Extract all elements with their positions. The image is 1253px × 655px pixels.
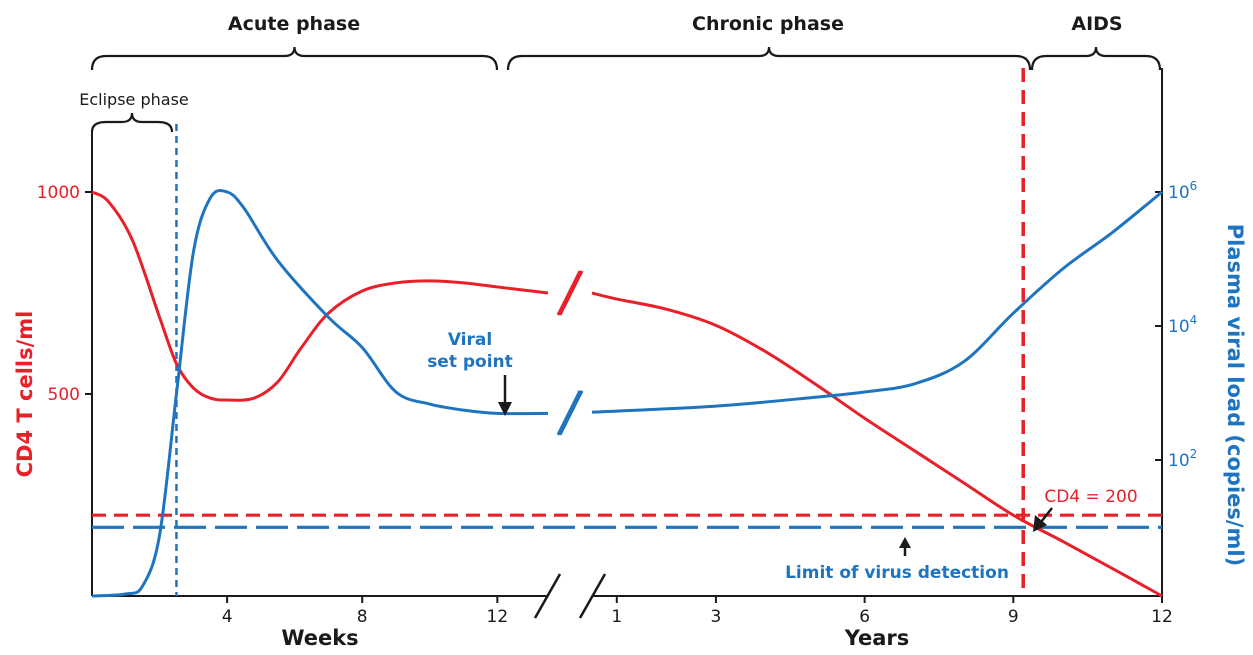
y-tick-label-right: 102 <box>1168 447 1197 471</box>
x-axis-title-years: Years <box>844 626 910 650</box>
x-tick-label-years: 1 <box>611 607 622 627</box>
y-axis-title-left: CD4 T cells/ml <box>13 311 37 478</box>
viral-set-point-label-line1: Viral <box>448 330 492 350</box>
viral-load-break-mark <box>558 390 584 436</box>
x-axis-break-mark <box>578 573 607 619</box>
phase-braces <box>90 46 1162 133</box>
phase-label-aids: AIDS <box>1071 13 1122 35</box>
y-tick-label-left: 1000 <box>37 183 80 203</box>
cd4-line-weeks <box>91 190 549 402</box>
viral-load-line-years <box>591 190 1163 414</box>
eclipse-phase-brace <box>90 112 174 133</box>
y-tick-label-right: 104 <box>1168 313 1197 337</box>
x-tick-label-weeks: 8 <box>357 607 368 627</box>
cd4-line-years <box>591 291 1163 598</box>
y-axis-title-right: Plasma viral load (copies/ml) <box>1223 224 1247 566</box>
y-tick-label-left: 500 <box>48 385 80 405</box>
cd4-break-mark <box>556 270 582 316</box>
chronic-phase-brace <box>506 46 1032 71</box>
x-tick-label-weeks: 12 <box>487 607 509 627</box>
viral-load-break-mark <box>556 390 582 436</box>
x-axis-title-weeks: Weeks <box>281 626 358 650</box>
x-axis-break-mark <box>533 573 562 619</box>
y-tick-label-right: 106 <box>1168 179 1197 203</box>
x-tick-label-years: 6 <box>859 607 870 627</box>
phase-label-chronic: Chronic phase <box>692 13 844 35</box>
x-tick-label-years: 3 <box>710 607 721 627</box>
x-tick-label-years: 12 <box>1151 607 1173 627</box>
series-lines <box>91 189 1163 598</box>
x-tick-label-weeks: 4 <box>222 607 233 627</box>
phase-label-acute: Acute phase <box>228 13 360 35</box>
viral-set-point-label-line2: set point <box>427 352 513 372</box>
cd4-break-mark <box>558 270 584 316</box>
detection-limit-label: Limit of virus detection <box>785 563 1009 583</box>
x-tick-label-years: 9 <box>1008 607 1019 627</box>
eclipse-phase-label: Eclipse phase <box>79 90 189 109</box>
acute-phase-brace <box>90 46 499 71</box>
cd4-200-label: CD4 = 200 <box>1044 487 1137 507</box>
cd4-200-arrow <box>1033 507 1053 532</box>
detection-limit-arrow <box>899 537 911 556</box>
viral-set-point-arrow <box>498 375 512 416</box>
axis-ticks: 4 8 12 1 3 6 9 12 1000 500 106 104 102 <box>37 179 1198 627</box>
aids-phase-brace <box>1030 46 1162 71</box>
reference-lines <box>92 68 1162 596</box>
viral-load-line-weeks <box>91 189 549 598</box>
